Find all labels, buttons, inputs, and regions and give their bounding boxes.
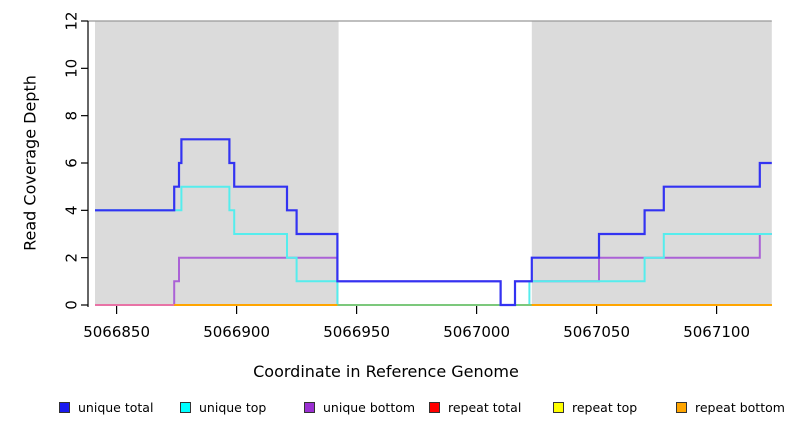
legend-swatch-unique-bottom (304, 401, 315, 413)
legend-item-unique-bottom: unique bottom (304, 398, 415, 416)
legend-label: repeat top (572, 399, 638, 415)
legend-swatch-unique-total (59, 401, 70, 413)
x-tick-label: 5066850 (83, 323, 150, 341)
shaded-region (95, 21, 339, 305)
y-tick-label: 4 (63, 206, 81, 216)
legend-swatch-repeat-bottom (676, 401, 687, 413)
legend-swatch-repeat-top (553, 401, 564, 413)
legend-swatch-repeat-total (429, 401, 440, 413)
y-tick-label: 2 (63, 253, 81, 263)
legend: unique total unique top unique bottom repea… (0, 398, 792, 422)
x-tick-label: 5067100 (683, 323, 750, 341)
legend-item-unique-total: unique total (59, 398, 153, 416)
legend-label: unique top (199, 399, 267, 415)
legend-item-unique-top: unique top (180, 398, 266, 416)
legend-swatch-unique-top (180, 401, 191, 413)
series-line-unique-top (95, 185, 772, 306)
y-tick-label: 8 (63, 111, 81, 121)
x-tick-label: 5067050 (563, 323, 630, 341)
x-tick-label: 5066900 (203, 323, 270, 341)
legend-label: unique total (78, 399, 154, 415)
series-line-unique-total (95, 138, 772, 307)
legend-label: unique bottom (323, 399, 416, 415)
x-axis-title: Coordinate in Reference Genome (253, 362, 519, 381)
legend-item-repeat-bottom: repeat bottom (676, 398, 785, 416)
y-tick-label: 6 (63, 158, 81, 168)
legend-label: repeat bottom (695, 399, 785, 415)
legend-item-repeat-total: repeat total (429, 398, 521, 416)
y-axis-title: Read Coverage Depth (20, 75, 40, 251)
legend-item-repeat-top: repeat top (553, 398, 637, 416)
x-tick-label: 5066950 (323, 323, 390, 341)
y-tick-label: 12 (63, 11, 81, 30)
y-tick-label: 10 (63, 59, 81, 78)
x-tick-label: 5067000 (443, 323, 510, 341)
legend-label: repeat total (448, 399, 522, 415)
shaded-region (531, 21, 772, 305)
y-tick-label: 0 (63, 300, 81, 310)
